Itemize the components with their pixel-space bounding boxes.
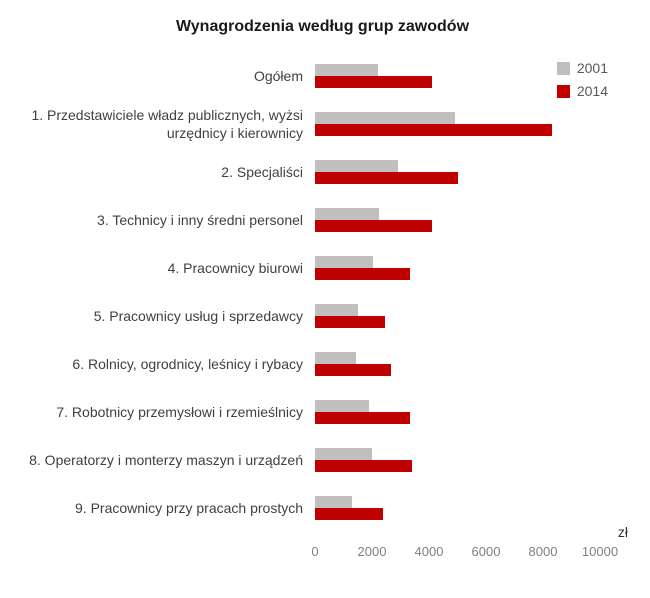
bar-2014 xyxy=(315,124,552,136)
legend-swatch xyxy=(556,61,570,75)
bar-2001 xyxy=(315,160,398,172)
chart-row: 9. Pracownicy przy pracach prostych xyxy=(15,484,630,532)
legend: 2001 2014 xyxy=(556,60,608,99)
category-label: 1. Przedstawiciele władz publicznych, wy… xyxy=(31,106,303,141)
bar-2001 xyxy=(315,208,380,220)
chart-row: 3. Technicy i inny średni personel xyxy=(15,196,630,244)
chart-row: 2. Specjaliści xyxy=(15,148,630,196)
bar-2014 xyxy=(315,220,432,232)
x-tick-label: 0 xyxy=(311,544,319,559)
x-tick-label: 4000 xyxy=(414,544,444,559)
bar-2001 xyxy=(315,448,372,460)
x-axis: zł 0 2000 4000 6000 8000 10000 xyxy=(311,524,628,566)
bar-2001 xyxy=(315,256,374,268)
category-label: 6. Rolnicy, ogrodnicy, leśnicy i rybacy xyxy=(72,355,303,372)
category-label: 3. Technicy i inny średni personel xyxy=(97,211,303,228)
plot-area: Ogółem 1. Przedstawiciele władz publiczny… xyxy=(15,52,630,566)
x-tick-label: 8000 xyxy=(528,544,558,559)
bar-2014 xyxy=(315,316,385,328)
bar-2001 xyxy=(315,64,378,76)
bar-group xyxy=(315,64,600,88)
bar-2001 xyxy=(315,496,353,508)
bar-2001 xyxy=(315,352,357,364)
legend-item: 2001 xyxy=(556,60,608,76)
category-label: 9. Pracownicy przy pracach prostych xyxy=(75,499,303,516)
bar-group xyxy=(315,448,600,472)
bar-group xyxy=(315,304,600,328)
bar-2014 xyxy=(315,508,384,520)
bar-group xyxy=(315,208,600,232)
bar-2014 xyxy=(315,460,412,472)
bar-group xyxy=(315,352,600,376)
bar-group xyxy=(315,400,600,424)
chart-row: 5. Pracownicy usług i sprzedawcy xyxy=(15,292,630,340)
legend-label: 2001 xyxy=(576,60,608,76)
x-tick-label: 6000 xyxy=(471,544,501,559)
chart-row: 7. Robotnicy przemysłowi i rzemieślnicy xyxy=(15,388,630,436)
legend-label: 2014 xyxy=(576,83,608,99)
bar-2014 xyxy=(315,364,391,376)
chart-row: 1. Przedstawiciele władz publicznych, wy… xyxy=(15,100,630,148)
bar-2014 xyxy=(315,268,411,280)
chart-rows: Ogółem 1. Przedstawiciele władz publiczny… xyxy=(15,52,630,532)
chart-title: Wynagrodzenia według grup zawodów xyxy=(175,18,470,35)
category-label: 7. Robotnicy przemysłowi i rzemieślnicy xyxy=(56,403,303,420)
bar-2001 xyxy=(315,400,370,412)
category-label: 2. Specjaliści xyxy=(221,163,303,180)
bar-2001 xyxy=(315,112,455,124)
category-label: Ogółem xyxy=(253,67,303,84)
legend-item: 2014 xyxy=(556,83,608,99)
category-label: 5. Pracownicy usług i sprzedawcy xyxy=(93,307,303,324)
category-label: 8. Operatorzy i monterzy maszyn i urządz… xyxy=(29,451,303,468)
x-tick-label: 10000 xyxy=(581,544,619,559)
chart-row: Ogółem xyxy=(15,52,630,100)
axis-unit-label: zł xyxy=(617,524,628,540)
bar-group xyxy=(315,256,600,280)
chart-row: 4. Pracownicy biurowi xyxy=(15,244,630,292)
bar-2001 xyxy=(315,304,358,316)
chart-row: 8. Operatorzy i monterzy maszyn i urządz… xyxy=(15,436,630,484)
bar-group xyxy=(315,496,600,520)
bar-2014 xyxy=(315,76,432,88)
legend-swatch xyxy=(556,84,570,98)
bar-2014 xyxy=(315,172,458,184)
x-tick-label: 2000 xyxy=(357,544,387,559)
bar-2014 xyxy=(315,412,411,424)
bar-group xyxy=(315,160,600,184)
category-label: 4. Pracownicy biurowi xyxy=(167,259,303,276)
bar-group xyxy=(315,112,600,136)
chart-row: 6. Rolnicy, ogrodnicy, leśnicy i rybacy xyxy=(15,340,630,388)
